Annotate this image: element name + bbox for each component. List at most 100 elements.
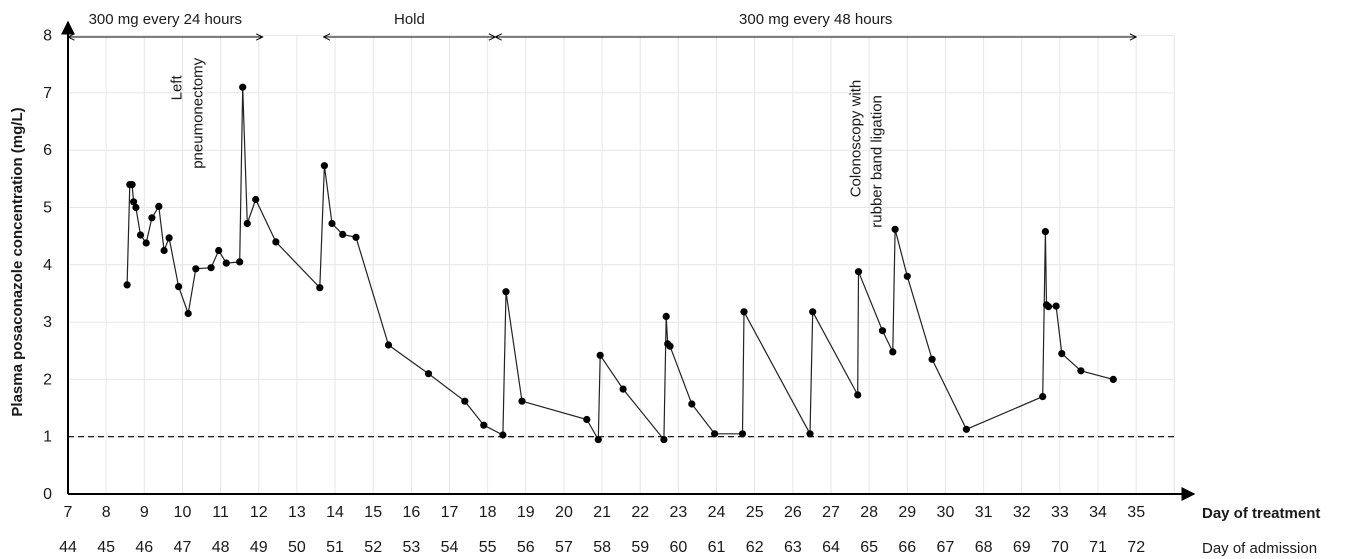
x-tick-label: 21 (593, 504, 611, 521)
admission-tick-label: 67 (937, 539, 955, 556)
data-point (688, 400, 696, 408)
x-tick-label: 8 (102, 504, 111, 521)
y-tick-labels: 0 1 2 3 4 5 6 7 8 (43, 28, 52, 503)
data-point (480, 421, 488, 429)
x-tick-label: 24 (708, 504, 726, 521)
x-tick-label: 22 (631, 504, 649, 521)
data-point (878, 327, 887, 335)
admission-tick-label: 50 (288, 539, 306, 556)
admission-tick-label: 70 (1051, 539, 1069, 556)
y-tick-label: 2 (43, 371, 52, 388)
admission-tick-label: 60 (670, 539, 688, 556)
data-point (215, 246, 223, 255)
data-point (711, 430, 719, 438)
data-point (594, 436, 602, 444)
y-tick-label: 5 (43, 200, 52, 217)
data-point (272, 238, 280, 246)
data-point (583, 415, 591, 424)
admission-tick-label: 65 (860, 539, 878, 556)
x-tick-label: 28 (860, 504, 878, 521)
admission-tick-label: 48 (212, 539, 230, 556)
admission-tick-label: 44 (59, 539, 77, 556)
data-point (222, 259, 230, 267)
x-tick-label: 23 (670, 504, 688, 521)
x-tick-label: 14 (326, 504, 344, 521)
data-point (660, 436, 668, 444)
concentration-points (123, 83, 1117, 444)
admission-tick-label: 47 (174, 539, 192, 556)
x-tick-label: 29 (898, 504, 916, 521)
admission-tick-label: 61 (708, 539, 726, 556)
data-point (809, 308, 817, 316)
data-point (619, 385, 627, 393)
x-tick-label: 25 (746, 504, 764, 521)
data-point (352, 233, 360, 241)
data-point (666, 342, 674, 350)
admission-tick-label: 45 (97, 539, 115, 556)
data-point (384, 341, 393, 349)
data-point (962, 425, 971, 433)
data-point (596, 351, 604, 359)
x-tick-label: 26 (784, 504, 802, 521)
data-point (184, 309, 192, 318)
data-point (518, 397, 526, 405)
x-tick-label: 17 (441, 504, 459, 521)
y-tick-label: 4 (43, 257, 52, 274)
admission-tick-label: 55 (479, 539, 497, 556)
data-point (136, 231, 145, 239)
admission-tick-label: 46 (135, 539, 153, 556)
x-tick-label: 13 (288, 504, 306, 521)
data-point (903, 272, 911, 280)
x-tick-labels: 7 8 9 10 11 12 13 14 15 16 17 18 19 20 21 22 23 24 25 26 27 2… (64, 504, 1146, 521)
y-tick-label: 1 (43, 429, 52, 446)
data-point (889, 348, 897, 356)
y-tick-label: 6 (43, 142, 52, 159)
data-point (1044, 303, 1053, 311)
x-tick-label: 32 (1013, 504, 1031, 521)
admission-tick-label: 56 (517, 539, 535, 556)
data-point (165, 234, 173, 242)
admission-tick-label: 68 (975, 539, 993, 556)
data-point (461, 397, 469, 405)
phase-label: 300 mg every 48 hours (739, 11, 892, 28)
x-tick-label: 12 (250, 504, 268, 521)
x-tick-label: 30 (937, 504, 955, 521)
data-point (806, 430, 814, 438)
admission-tick-label: 51 (326, 539, 344, 556)
phase-label: 300 mg every 24 hours (89, 11, 242, 28)
admission-tick-label: 57 (555, 539, 573, 556)
data-point (243, 219, 251, 228)
admission-tick-label: 63 (784, 539, 802, 556)
admission-tick-label: 71 (1089, 539, 1107, 556)
data-point (499, 431, 507, 439)
y-tick-label: 3 (43, 314, 52, 331)
data-point (1041, 228, 1049, 236)
data-point (1109, 375, 1117, 383)
data-point (316, 284, 324, 292)
data-point (424, 370, 433, 378)
concentration-series-line (126, 87, 1114, 442)
x-tick-label: 10 (174, 504, 192, 521)
annotations: Left pneumonectomy Colonoscopy with rubber … (168, 57, 885, 227)
admission-tick-label: 58 (593, 539, 611, 556)
data-point (1052, 302, 1060, 310)
data-point (854, 268, 863, 276)
data-point (740, 308, 748, 316)
x-tick-label: 19 (517, 504, 535, 521)
data-point (738, 430, 747, 438)
data-point (252, 195, 260, 204)
data-point (1077, 367, 1085, 375)
data-point (192, 265, 200, 273)
annotation-label: pneumonectomy (189, 57, 206, 168)
admission-tick-label: 59 (631, 539, 649, 556)
data-point (155, 202, 163, 210)
y-tick-label: 7 (43, 85, 52, 102)
data-point (160, 246, 168, 255)
admission-tick-labels: 44 45 46 47 48 49 50 51 52 53 54 55 56 57 58 59 60 61 62 63… (59, 539, 1145, 556)
admission-tick-label: 66 (898, 539, 916, 556)
data-point (123, 281, 131, 289)
data-point (854, 391, 862, 399)
admission-tick-label: 54 (441, 539, 459, 556)
data-point (148, 214, 156, 222)
